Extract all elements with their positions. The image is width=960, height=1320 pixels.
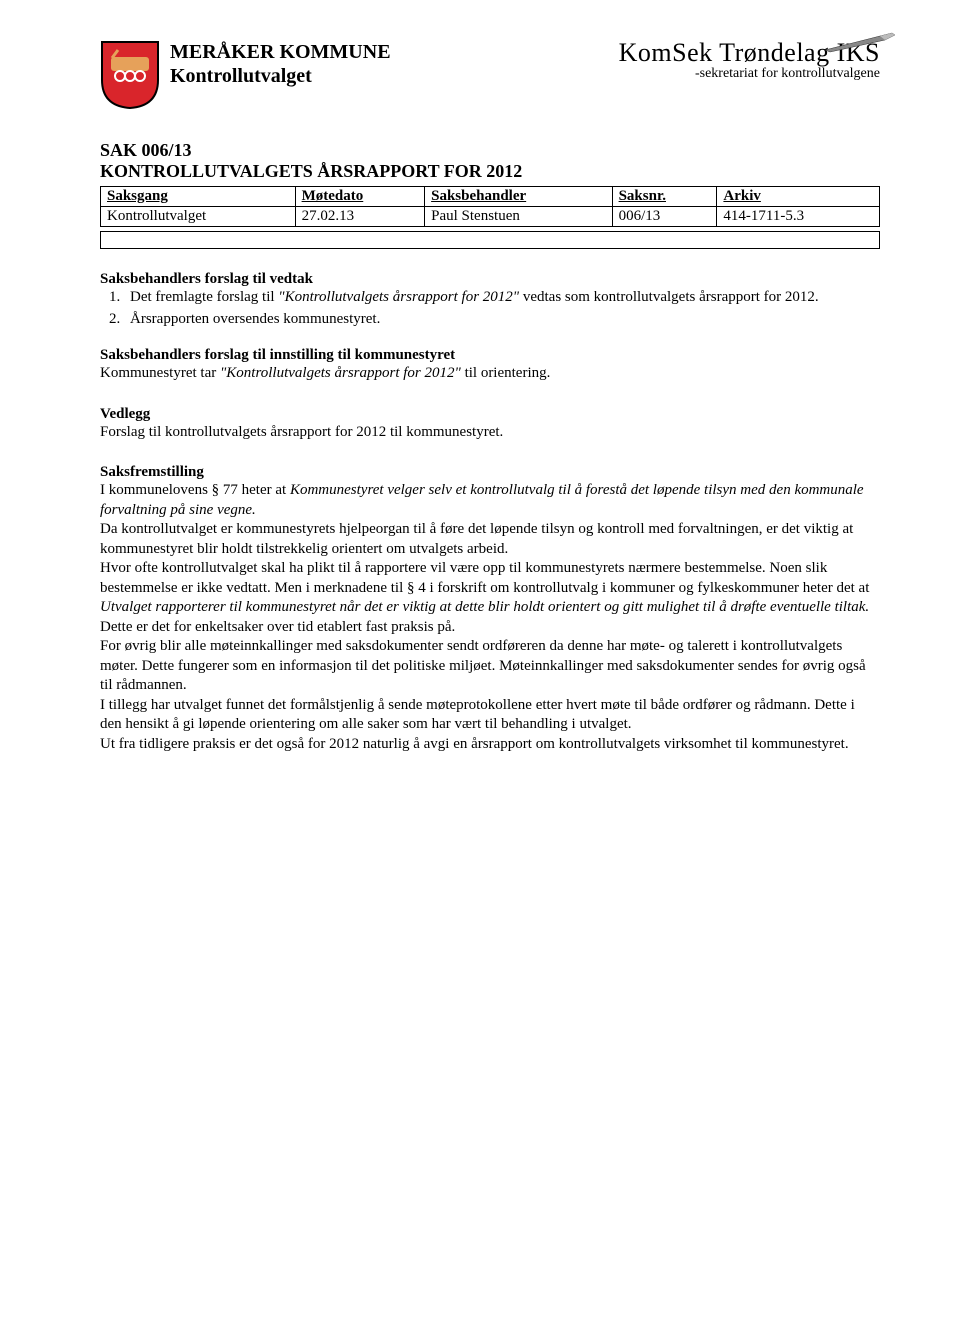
section-title: Vedlegg: [100, 406, 880, 423]
text: Kommunestyret tar: [100, 365, 220, 381]
col-header: Saksgang: [101, 187, 296, 207]
numbered-list: Det fremlagte forslag til "Kontrollutval…: [100, 288, 880, 329]
col-header: Saksbehandler: [425, 187, 612, 207]
cell: Paul Stenstuen: [425, 207, 612, 227]
paragraph: For øvrig blir alle møteinnkallinger med…: [100, 637, 880, 696]
header-left: MERÅKER KOMMUNE Kontrollutvalget: [100, 40, 391, 110]
paragraph: Da kontrollutvalget er kommunestyrets hj…: [100, 520, 880, 559]
cell: [101, 232, 880, 249]
text: Hvor ofte kontrollutvalget skal ha plikt…: [100, 560, 869, 596]
sak-title: KONTROLLUTVALGETS ÅRSRAPPORT FOR 2012: [100, 161, 880, 182]
meta-table-empty: [100, 231, 880, 249]
partner-logo-sub: -sekretariat for kontrollutvalgene: [619, 66, 880, 82]
col-header: Saksnr.: [612, 187, 717, 207]
table-row: Kontrollutvalget 27.02.13 Paul Stenstuen…: [101, 207, 880, 227]
municipal-shield-icon: [100, 40, 160, 110]
table-row: Saksgang Møtedato Saksbehandler Saksnr. …: [101, 187, 880, 207]
paragraph: Hvor ofte kontrollutvalget skal ha plikt…: [100, 559, 880, 637]
text: I kommunelovens § 77 heter at: [100, 482, 290, 498]
text-italic: Utvalget rapporterer til kommunestyret n…: [100, 599, 869, 615]
document-page: MERÅKER KOMMUNE Kontrollutvalget KomSek …: [0, 0, 960, 794]
paragraph: I kommunelovens § 77 heter at Kommunesty…: [100, 481, 880, 520]
cell: 006/13: [612, 207, 717, 227]
col-header: Møtedato: [295, 187, 425, 207]
cell: Kontrollutvalget: [101, 207, 296, 227]
paragraph: I tillegg har utvalget funnet det formål…: [100, 696, 880, 735]
list-item-text: Det fremlagte forslag til "Kontrollutval…: [130, 289, 819, 305]
text: Dette er det for enkeltsaker over tid et…: [100, 619, 455, 635]
header-right: KomSek Trøndelag IKS -sekretariat for ko…: [619, 40, 880, 82]
header-row: MERÅKER KOMMUNE Kontrollutvalget KomSek …: [100, 40, 880, 110]
header-text: MERÅKER KOMMUNE Kontrollutvalget: [170, 40, 391, 88]
section-title: Saksfremstilling: [100, 464, 880, 481]
cell: 414-1711-5.3: [717, 207, 880, 227]
list-item: Årsrapporten oversendes kommunestyret.: [124, 310, 880, 330]
org-sub: Kontrollutvalget: [170, 64, 391, 88]
col-header: Arkiv: [717, 187, 880, 207]
pen-icon: [820, 30, 900, 55]
paragraph: Forslag til kontrollutvalgets årsrapport…: [100, 423, 880, 443]
text-italic: "Kontrollutvalgets årsrapport for 2012": [220, 365, 461, 381]
paragraph: Ut fra tidligere praksis er det også for…: [100, 735, 880, 755]
text: til orientering.: [461, 365, 551, 381]
list-item: Det fremlagte forslag til "Kontrollutval…: [124, 288, 880, 308]
cell: 27.02.13: [295, 207, 425, 227]
org-name: MERÅKER KOMMUNE: [170, 40, 391, 64]
table-row: [101, 232, 880, 249]
meta-table: Saksgang Møtedato Saksbehandler Saksnr. …: [100, 186, 880, 227]
section-title: Saksbehandlers forslag til vedtak: [100, 271, 880, 288]
paragraph: Kommunestyret tar "Kontrollutvalgets års…: [100, 364, 880, 384]
sak-number: SAK 006/13: [100, 140, 880, 161]
section-title: Saksbehandlers forslag til innstilling t…: [100, 347, 880, 364]
